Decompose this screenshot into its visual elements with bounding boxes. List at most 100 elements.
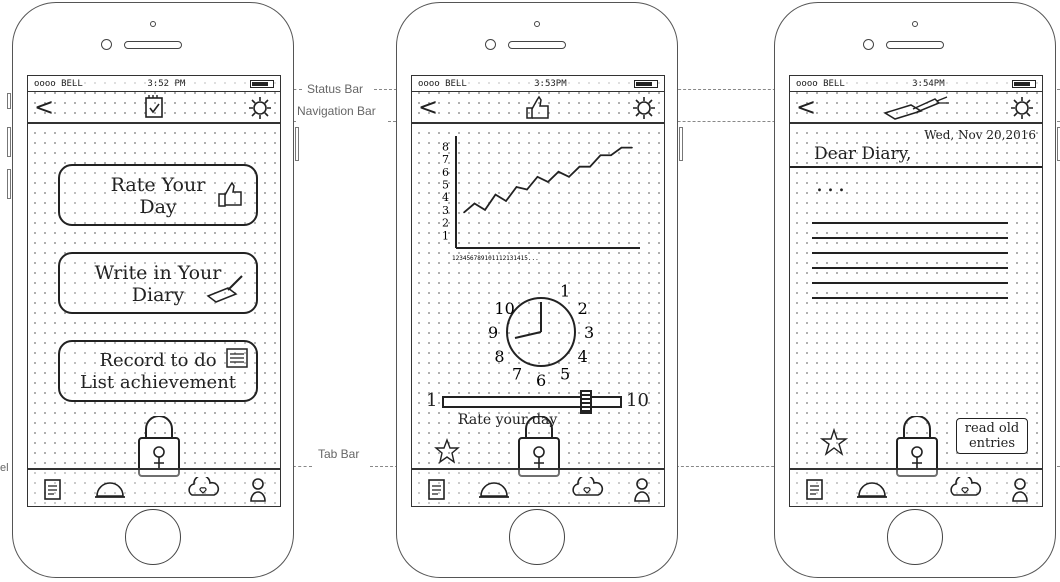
carrier-label: oooo BELL	[418, 78, 467, 89]
home-screen: oooo BELL 3:52 PM < Rate Your Day	[27, 75, 281, 507]
home-button[interactable]	[509, 509, 565, 565]
y-tick-label: 4	[442, 191, 449, 204]
person-icon[interactable]	[632, 477, 652, 503]
home-button[interactable]	[887, 509, 943, 565]
star-icon[interactable]	[820, 428, 848, 456]
record-to-do-button[interactable]: Record to do List achievement	[58, 340, 258, 402]
lock-icon[interactable]	[136, 416, 182, 478]
volume-down-button	[7, 169, 11, 199]
diary-line	[812, 267, 1008, 269]
front-sensor	[534, 21, 540, 27]
clock-number: 10	[494, 299, 514, 318]
mood-data-point	[473, 202, 476, 205]
rate-your-day-button[interactable]: Rate Your Day	[58, 164, 258, 226]
volume-up-button	[7, 127, 11, 157]
cloud-hearts-icon[interactable]	[186, 477, 220, 501]
mood-data-point	[484, 209, 486, 211]
write-in-diary-line1: Write in Your	[94, 262, 222, 284]
cloud-hearts-icon[interactable]	[570, 477, 604, 501]
slider-max-label: 10	[626, 390, 649, 411]
clock-face: 10 12 3 45678 9	[488, 281, 594, 390]
front-sensor	[150, 21, 156, 27]
notepad-icon[interactable]	[42, 477, 64, 501]
record-to-do-line2: List achievement	[79, 372, 237, 393]
status-bar: oooo BELL 3:52 PM	[28, 76, 280, 92]
power-button	[1057, 127, 1060, 161]
y-tick-label: 3	[442, 204, 449, 217]
read-old-entries-button[interactable]: read old entries	[956, 418, 1028, 454]
diary-line	[812, 282, 1008, 284]
star-icon[interactable]	[434, 438, 460, 464]
slider-min-label: 1	[426, 390, 438, 411]
front-sensor	[912, 21, 918, 27]
front-camera	[101, 39, 112, 50]
mood-data-point	[589, 165, 591, 168]
front-camera	[485, 39, 496, 50]
power-button	[679, 127, 683, 161]
settings-sun-icon[interactable]	[632, 96, 656, 120]
helmet-icon[interactable]	[94, 477, 126, 501]
tab-bar	[28, 468, 280, 506]
slider-thumb[interactable]	[580, 390, 592, 414]
cloud-hearts-icon[interactable]	[948, 477, 982, 501]
settings-sun-icon[interactable]	[1010, 96, 1034, 120]
record-to-do-line1: Record to do	[99, 350, 217, 371]
y-tick-label: 2	[442, 217, 449, 230]
guide-tab-bar-left	[282, 466, 312, 467]
mood-data-point	[526, 188, 528, 191]
clock-number: 8	[494, 347, 504, 366]
diary-entry-lines[interactable]	[812, 222, 1008, 299]
mood-series-line	[463, 146, 632, 214]
back-chevron-icon[interactable]: <	[796, 93, 817, 121]
mood-data-point	[505, 200, 507, 202]
person-icon[interactable]	[248, 477, 268, 503]
home-button[interactable]	[125, 509, 181, 565]
status-bar-annotation: Status Bar	[307, 82, 364, 96]
back-chevron-icon[interactable]: <	[418, 93, 439, 121]
mood-data-point	[620, 146, 623, 149]
navigation-bar: <	[790, 92, 1042, 124]
diary-line	[812, 252, 1008, 254]
back-chevron-icon[interactable]: <	[34, 93, 55, 121]
thumbs-up-icon	[526, 95, 549, 119]
navigation-bar-annotation: Navigation Bar	[297, 104, 376, 118]
carrier-label: oooo BELL	[34, 78, 83, 89]
pen-and-paper-icon	[206, 275, 243, 303]
tab-bar-annotation: Tab Bar	[318, 447, 360, 461]
mood-data-point	[599, 154, 602, 157]
lock-icon[interactable]	[516, 416, 562, 478]
helmet-icon[interactable]	[478, 477, 510, 501]
diary-greeting: Dear Diary,	[814, 144, 912, 164]
diary-date: Wed, Nov 20,2016	[924, 128, 1036, 142]
status-time: 3:54PM	[912, 78, 945, 89]
clock-number: 7	[512, 365, 522, 384]
helmet-icon[interactable]	[856, 477, 888, 501]
mood-data-point	[536, 176, 539, 178]
mood-data-point	[568, 176, 570, 178]
earpiece-speaker	[886, 41, 944, 49]
clock-hour-hand	[514, 331, 542, 339]
guide-tab-bar-right	[370, 466, 1060, 467]
diary-line	[812, 297, 1008, 299]
notepad-icon[interactable]	[426, 477, 448, 501]
phone-diary-screen: oooo BELL 3:54PM < Wed, Nov 20,2016 Dear…	[774, 2, 1060, 578]
earpiece-speaker	[124, 41, 182, 49]
person-icon[interactable]	[1010, 477, 1030, 503]
notepad-icon[interactable]	[804, 477, 826, 501]
tab-bar	[790, 468, 1042, 506]
settings-sun-icon[interactable]	[248, 96, 272, 120]
rate-slider[interactable]: 1 10	[426, 390, 652, 414]
diary-header-divider	[790, 166, 1042, 168]
clock-number: 1	[560, 281, 570, 300]
tab-bar	[412, 468, 664, 506]
guide-status-bar-right	[374, 89, 1060, 90]
lock-icon[interactable]	[894, 416, 940, 478]
slider-track[interactable]	[442, 396, 622, 408]
clock-ring	[506, 297, 576, 367]
guide-navigation-bar-right	[388, 121, 1060, 122]
mood-data-point	[578, 165, 581, 168]
navigation-bar: <	[412, 92, 664, 124]
diary-line	[812, 222, 1008, 224]
write-in-diary-button[interactable]: Write in Your Diary	[58, 252, 258, 314]
